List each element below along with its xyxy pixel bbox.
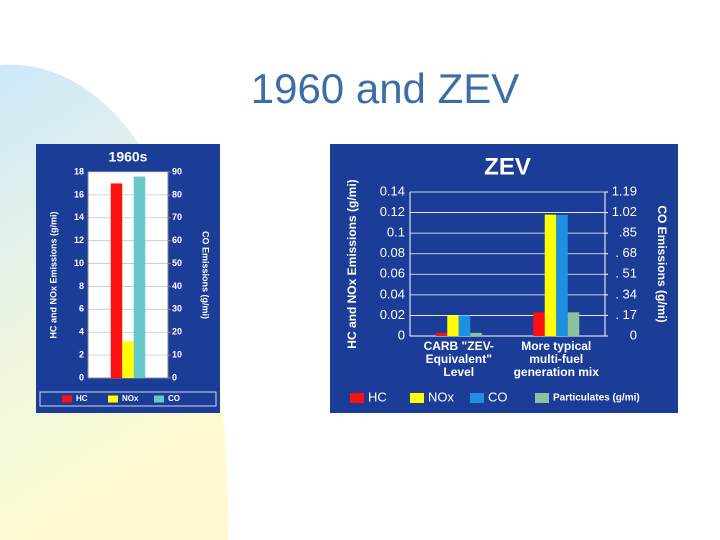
legend-swatch [350, 393, 364, 403]
x-tick-label: CARB "ZEV-Equivalent" Level [423, 339, 494, 379]
y2-tick-label: 70 [172, 212, 182, 222]
y-tick-label: 16 [74, 189, 84, 199]
y2-tick-label: 10 [172, 349, 182, 359]
bar [435, 332, 448, 336]
y2-tick-label: 90 [172, 166, 182, 176]
legend-box [39, 391, 217, 407]
bar [533, 312, 545, 336]
legend-label: Particulates (g/mi) [553, 393, 640, 404]
y2-tick-label: 1.19 [612, 183, 637, 198]
bar [458, 315, 471, 336]
legend-label: HC [368, 389, 387, 404]
y2-tick-label: 60 [172, 235, 182, 245]
y-tick-label: 0.02 [380, 307, 405, 322]
y2-axis-title: CO Emissions (g/mi) [655, 205, 669, 322]
y-tick-label: 2 [79, 349, 84, 359]
y2-axis-title: CO Emissions (g/mi) [201, 231, 211, 319]
y2-tick-label: . 68 [615, 245, 637, 260]
legend-swatch [62, 395, 72, 403]
legend-swatch [154, 395, 164, 403]
y-tick-label: 0 [79, 372, 84, 382]
y2-tick-label: 20 [172, 327, 182, 337]
bar [556, 214, 568, 336]
bar [133, 176, 146, 378]
y-tick-label: 8 [79, 281, 84, 291]
legend-swatch [108, 395, 118, 403]
y2-tick-label: . 51 [615, 266, 637, 281]
y2-tick-label: 80 [172, 189, 182, 199]
legend-label: CO [488, 389, 508, 404]
y2-tick-label: 30 [172, 304, 182, 314]
bar [447, 315, 459, 336]
y-tick-label: 10 [74, 258, 84, 268]
bar [110, 183, 123, 378]
legend-label: NOx [122, 394, 139, 403]
y2-tick-label: . 17 [615, 307, 637, 322]
y2-tick-label: . 34 [615, 286, 637, 301]
y-tick-label: 0.12 [380, 204, 405, 219]
bar [544, 214, 557, 336]
y2-tick-label: 40 [172, 281, 182, 291]
chart-title: 1960s [109, 149, 148, 165]
slide-title: 1960 and ZEV [251, 65, 520, 112]
bar [567, 312, 580, 336]
y-axis-title: HC and NOx Emissions (g/mi) [48, 211, 58, 338]
y-tick-label: 0.1 [387, 225, 405, 240]
plot-area [410, 192, 605, 336]
y-tick-label: 18 [74, 166, 84, 176]
y-tick-label: 0.04 [380, 286, 405, 301]
y-tick-label: 0.08 [380, 245, 405, 260]
legend-label: NOx [428, 389, 455, 404]
y2-tick-label: 1.02 [612, 204, 637, 219]
y-tick-label: 6 [79, 304, 84, 314]
y-axis-title: HC and NOx Emissions (g/mi) [345, 179, 359, 348]
y-tick-label: 0.06 [380, 266, 405, 281]
y-tick-label: 4 [79, 327, 84, 337]
legend-label: CO [168, 394, 180, 403]
y2-tick-label: .85 [619, 225, 637, 240]
legend-label: HC [76, 394, 88, 403]
y-tick-label: 0 [398, 327, 405, 342]
y-tick-label: 12 [74, 235, 84, 245]
y2-tick-label: 0 [172, 372, 177, 382]
legend-swatch [535, 393, 549, 403]
chart-title: ZEV [484, 153, 531, 180]
bar [122, 341, 134, 378]
x-tick-label: More typical multi-fuel generation mix [513, 339, 599, 379]
y-tick-label: 14 [74, 212, 84, 222]
bar [470, 332, 482, 336]
y2-tick-label: 0 [630, 327, 637, 342]
legend-swatch [470, 393, 484, 403]
y2-tick-label: 50 [172, 258, 182, 268]
legend-swatch [410, 393, 424, 403]
y-tick-label: 0.14 [380, 183, 405, 198]
